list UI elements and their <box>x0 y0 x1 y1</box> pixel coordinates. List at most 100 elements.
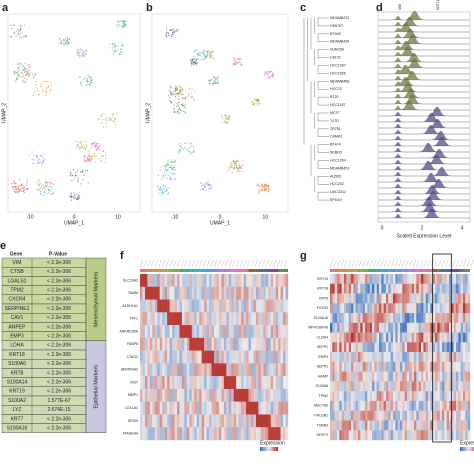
heat-cell <box>332 313 335 324</box>
heat-cell <box>172 401 175 415</box>
heat-cell <box>194 274 197 287</box>
heat-cell <box>169 427 173 441</box>
heat-cell <box>167 363 170 377</box>
y-axis-label: UMAP_2 <box>145 103 151 123</box>
heat-cell <box>463 430 466 441</box>
heat-cell <box>167 337 170 351</box>
heat-cell <box>407 361 410 372</box>
heat-cell <box>442 322 445 333</box>
heat-cell <box>236 401 239 415</box>
column-label-stub <box>463 259 467 268</box>
heat-cell <box>369 322 373 333</box>
cell-point <box>14 187 17 190</box>
cell-point <box>234 162 236 165</box>
heat-cell <box>253 414 257 428</box>
heat-cell <box>196 312 200 326</box>
cell-point <box>95 144 98 146</box>
heat-cell <box>177 350 180 364</box>
heat-cell <box>346 322 349 333</box>
heat-cell <box>442 313 445 324</box>
heat-cell <box>223 337 227 351</box>
cell-point <box>78 148 80 150</box>
heat-cell <box>251 427 254 441</box>
heat-cell <box>442 352 445 363</box>
cell-point <box>124 23 126 25</box>
cell-point <box>41 85 43 87</box>
cell-point <box>38 162 41 164</box>
heat-cell <box>465 303 468 314</box>
heat-cell <box>270 414 274 428</box>
heat-cell <box>446 371 450 382</box>
heat-cell <box>369 400 373 411</box>
cell-point <box>214 82 217 84</box>
x-axis-label: UMAP_1 <box>64 220 84 226</box>
heat-cell <box>430 313 433 324</box>
cell-point <box>42 81 44 83</box>
heat-cell <box>273 337 276 351</box>
cell-point <box>188 148 190 150</box>
cell-point <box>182 110 185 113</box>
heat-cell <box>157 286 160 300</box>
cell-point <box>200 56 203 58</box>
heat-cell <box>376 420 380 431</box>
heat-cell <box>411 342 415 353</box>
heat-cell <box>407 371 410 382</box>
heat-cell <box>233 388 237 402</box>
cell-point <box>175 161 177 163</box>
column-label-stub <box>455 259 460 268</box>
heat-cell <box>196 325 200 339</box>
heat-cell <box>372 332 375 343</box>
heat-cell <box>214 325 217 339</box>
cell-point <box>80 183 82 185</box>
heat-cell <box>172 350 175 364</box>
heat-cell <box>437 430 440 441</box>
heat-cell <box>255 299 259 313</box>
heat-cell <box>162 427 165 441</box>
heat-cell <box>414 332 417 343</box>
cell-point <box>47 86 50 88</box>
heat-cell <box>425 400 429 411</box>
cell-point <box>113 117 116 120</box>
cell-point <box>209 83 211 85</box>
cell-point <box>231 171 233 173</box>
heat-cell <box>360 361 363 372</box>
heat-cell <box>446 400 450 411</box>
heat-cell <box>337 342 340 353</box>
heat-cell <box>348 381 352 392</box>
heat-cell <box>360 303 363 314</box>
cell-point <box>202 188 205 191</box>
heat-cell <box>181 388 185 402</box>
cluster-bar <box>273 269 276 272</box>
heat-cell <box>191 363 195 377</box>
gene-label: MAGEA4 <box>123 432 138 436</box>
heat-cell <box>201 350 205 364</box>
heat-cell <box>238 427 242 441</box>
cell-point <box>208 82 210 84</box>
heat-cell <box>194 350 197 364</box>
heat-cell <box>179 363 183 377</box>
heat-cell <box>157 350 160 364</box>
heat-cell <box>465 400 468 411</box>
cell-point <box>168 100 171 102</box>
heat-cell <box>196 388 200 402</box>
heat-cell <box>228 376 232 390</box>
heat-cell <box>184 274 188 287</box>
ridge <box>378 46 470 57</box>
heat-cell <box>169 312 173 326</box>
heat-cell <box>465 283 468 294</box>
ridge <box>378 112 470 123</box>
heat-cell <box>265 388 269 402</box>
heat-cell <box>444 381 447 392</box>
cell-point <box>31 73 34 75</box>
heat-cell <box>206 350 210 364</box>
heat-cell <box>439 274 443 284</box>
heat-cell <box>159 337 163 351</box>
heat-cell <box>196 350 200 364</box>
highlight-box <box>432 253 452 443</box>
heat-cell <box>174 337 178 351</box>
cell-point <box>165 165 167 168</box>
heat-cell <box>421 274 424 284</box>
heat-cell <box>223 427 227 441</box>
cluster-bar <box>386 269 389 272</box>
leaf-label: MDAMB453 <box>330 166 349 170</box>
